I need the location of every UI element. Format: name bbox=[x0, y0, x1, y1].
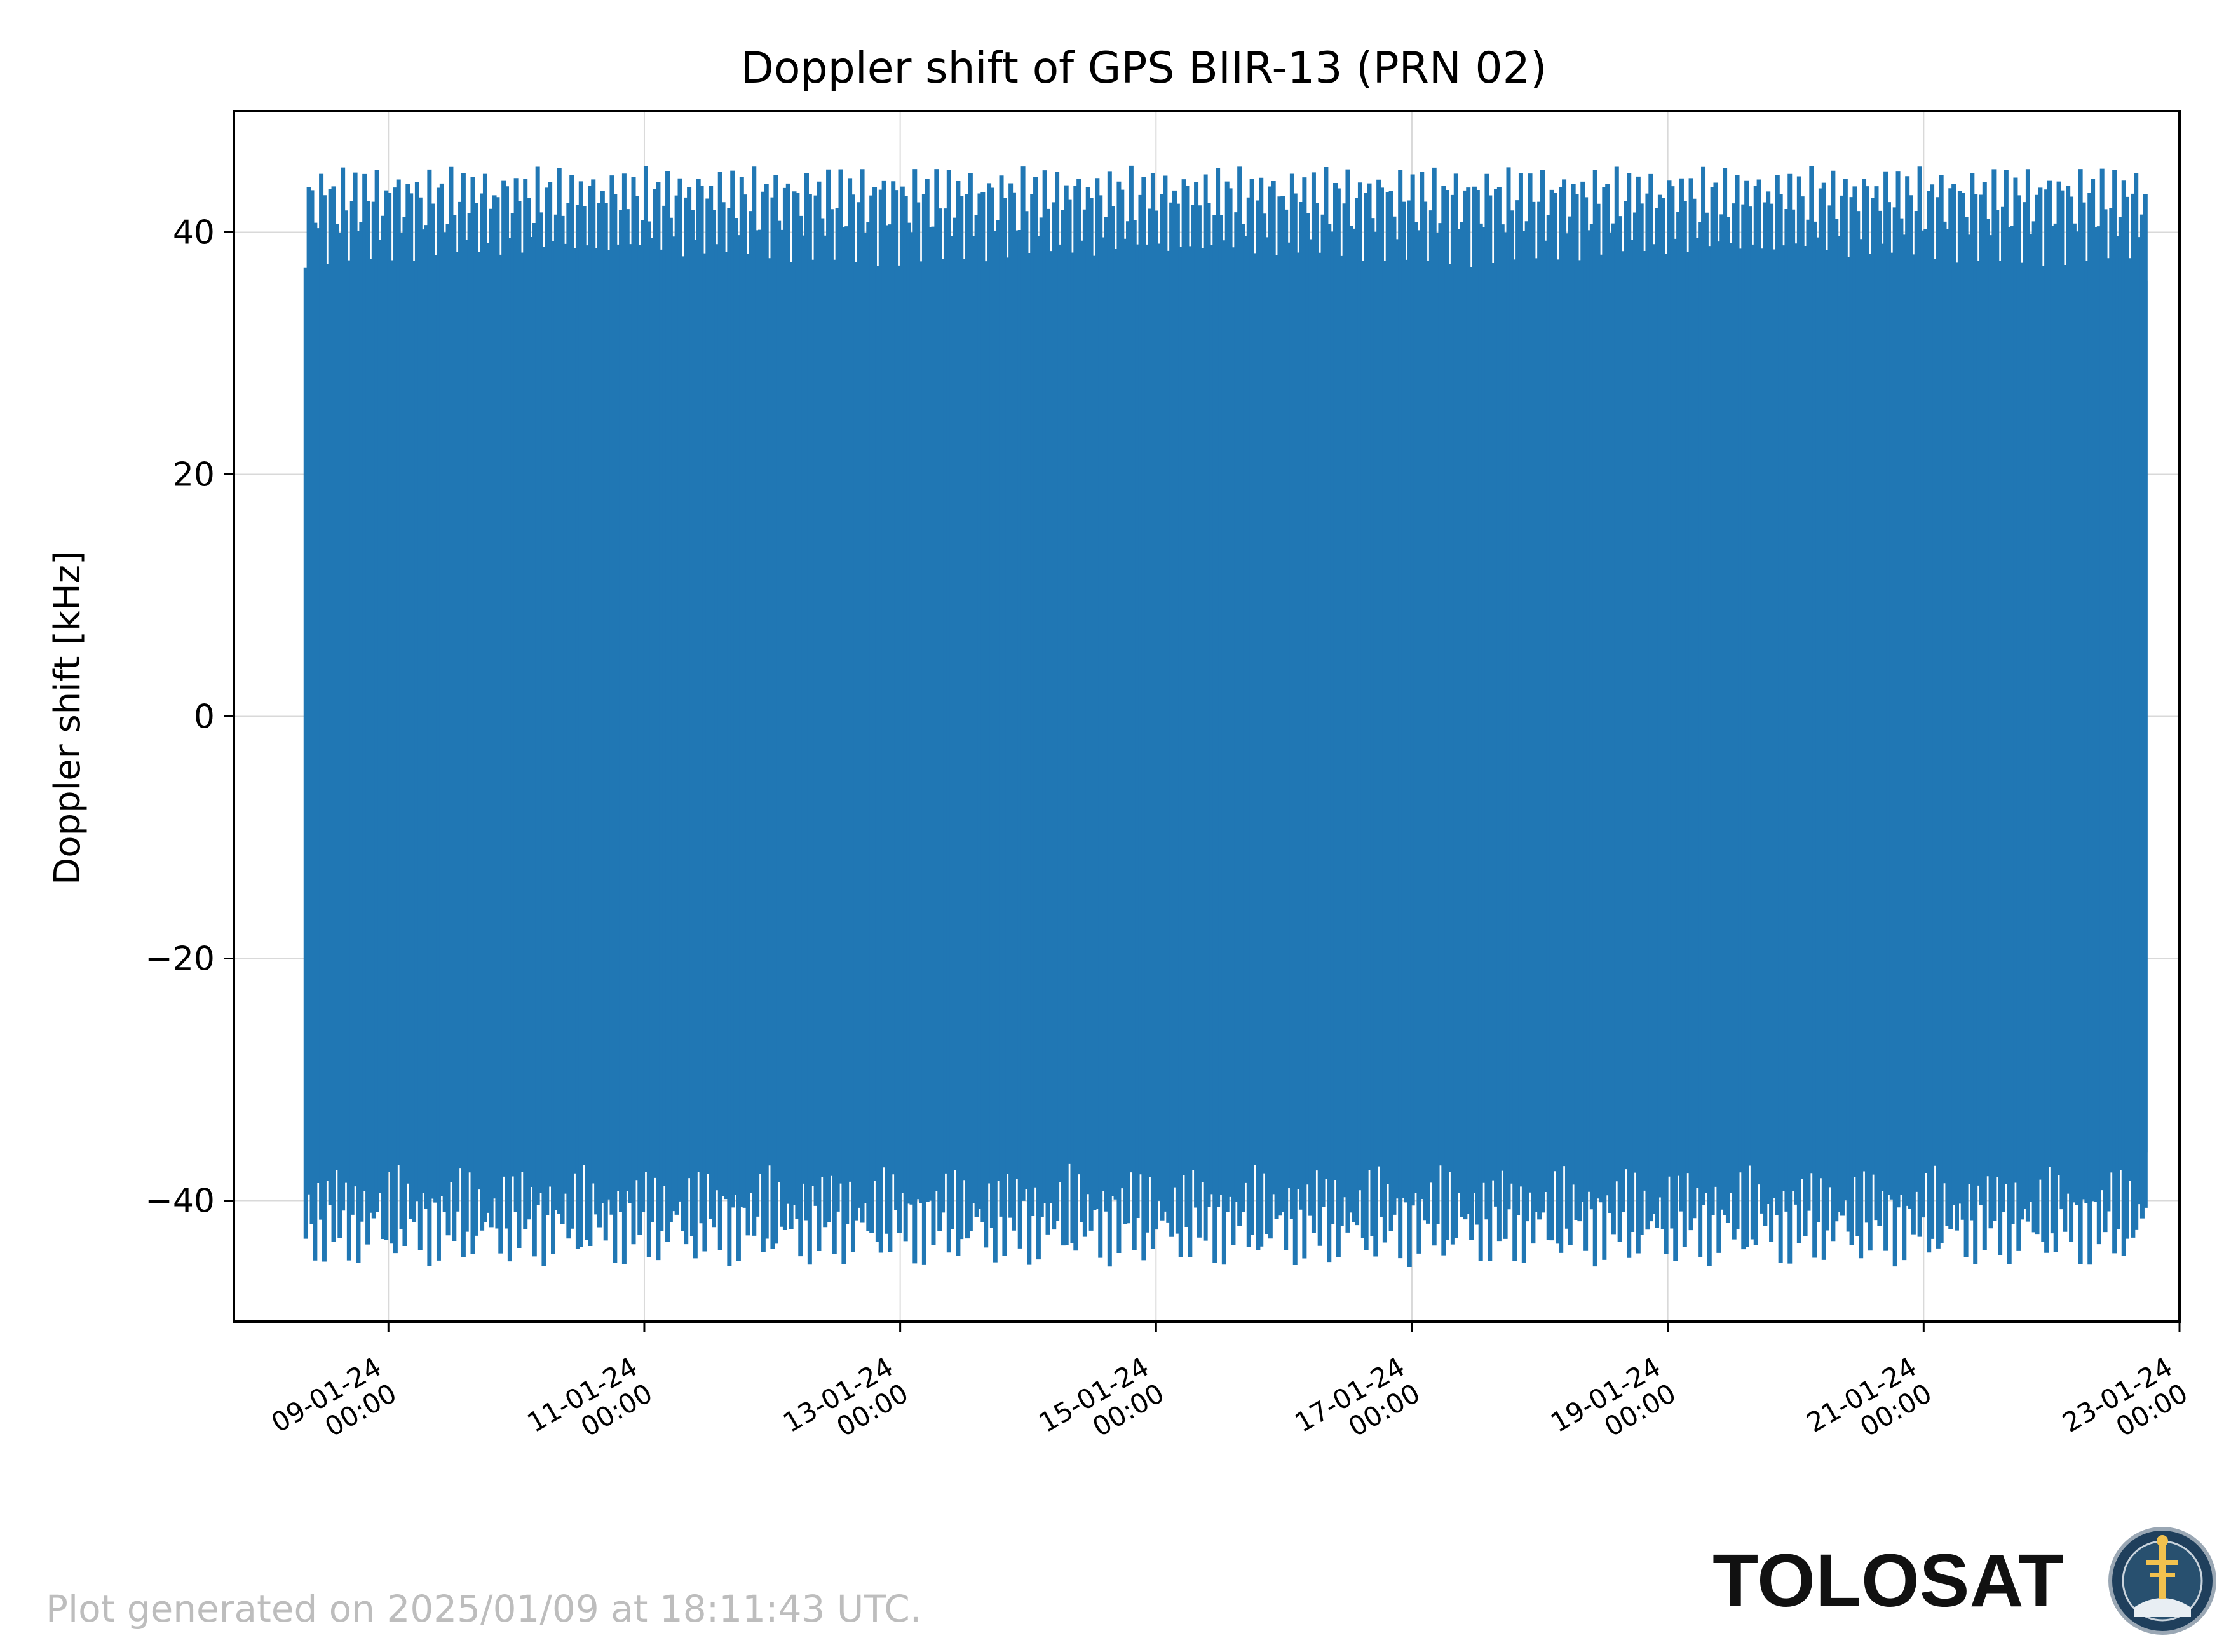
x-axis: 09-01-2400:00 11-01-2400:00 13-01-2400:00 1… bbox=[266, 1322, 2193, 1465]
y-tick-label: −40 bbox=[145, 1182, 215, 1221]
x-tick-label: 15-01-2400:00 bbox=[1034, 1351, 1170, 1465]
y-tick-label: 40 bbox=[173, 214, 215, 252]
chart-title: Doppler shift of GPS BIIR-13 (PRN 02) bbox=[741, 43, 1547, 93]
x-tick-label: 21-01-2400:00 bbox=[1801, 1351, 1937, 1465]
x-tick-label: 23-01-2400:00 bbox=[2057, 1351, 2193, 1465]
x-tick-label: 13-01-2400:00 bbox=[778, 1351, 914, 1465]
tolosat-logo bbox=[2108, 1527, 2216, 1635]
y-axis: −40 −20 0 20 40 bbox=[145, 214, 234, 1221]
x-tick-label: 09-01-2400:00 bbox=[266, 1351, 402, 1465]
y-tick-label: 20 bbox=[173, 456, 215, 494]
x-tick-label: 11-01-2400:00 bbox=[522, 1351, 658, 1465]
y-tick-label: 0 bbox=[194, 698, 215, 736]
brand-name: TOLOSAT bbox=[1712, 1539, 2064, 1623]
x-tick-label: 19-01-2400:00 bbox=[1545, 1351, 1681, 1465]
generated-note: Plot generated on 2025/01/09 at 18:11:43… bbox=[46, 1587, 921, 1630]
y-tick-label: −20 bbox=[145, 940, 215, 978]
doppler-series bbox=[303, 165, 2148, 1268]
x-tick-label: 17-01-2400:00 bbox=[1289, 1351, 1425, 1465]
y-axis-label: Doppler shift [kHz] bbox=[47, 551, 88, 885]
